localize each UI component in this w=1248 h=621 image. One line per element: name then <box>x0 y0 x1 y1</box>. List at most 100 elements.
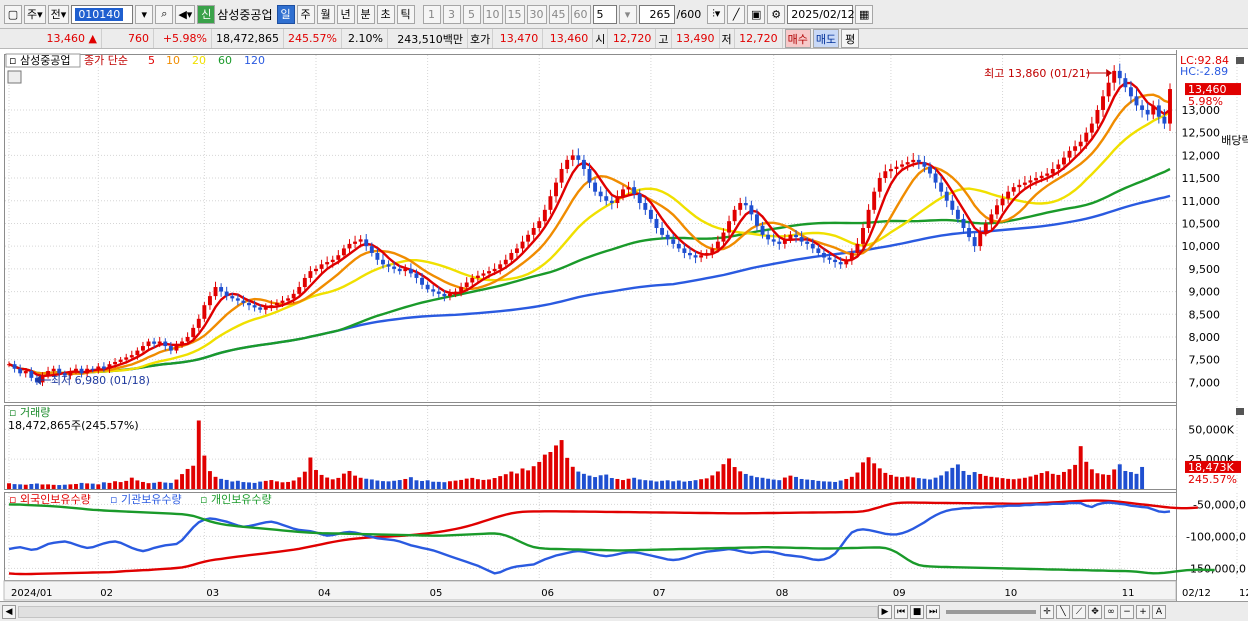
volume-bar-84 <box>475 479 480 489</box>
x-tick-label-8: 09 <box>893 588 906 599</box>
save-icon[interactable]: ▣ <box>747 4 766 24</box>
volume-bar-173 <box>972 472 977 489</box>
count-input[interactable]: 265 <box>638 4 675 24</box>
plus-icon[interactable]: + <box>1136 604 1150 619</box>
candle-body-140 <box>788 234 793 240</box>
candle-body-51 <box>291 293 296 299</box>
volume-bar-202 <box>1134 473 1139 489</box>
volume-bar-203 <box>1140 466 1145 489</box>
sound-icon[interactable]: ◀▾ <box>175 4 196 24</box>
step-button-30[interactable]: 30 <box>526 4 547 24</box>
high-price: 13,490 <box>672 29 720 48</box>
volume-bar-154 <box>866 457 871 489</box>
period-button-5[interactable]: 초 <box>376 4 395 24</box>
period-button-6[interactable]: 틱 <box>396 4 415 24</box>
step-button-5[interactable]: 5 <box>462 4 481 24</box>
layout-icon[interactable]: ▢ <box>4 4 22 24</box>
settings-icon[interactable]: ⚙ <box>767 4 786 24</box>
candle-type-icon[interactable]: ⫶▾ <box>707 4 726 24</box>
candle-body-113 <box>637 193 642 204</box>
step-button-60[interactable]: 60 <box>570 4 591 24</box>
date-input[interactable]: 2025/02/12 <box>787 4 855 24</box>
volume-bar-33 <box>191 465 196 489</box>
ma-legend-5: 5 <box>148 54 155 67</box>
price-y-tick-1: 7,500 <box>1189 354 1221 367</box>
search-icon[interactable]: ⌕ <box>155 4 174 24</box>
line-tool-icon[interactable]: ╲ <box>1056 604 1070 619</box>
first-icon[interactable]: ⏮ <box>894 604 908 619</box>
candle-body-150 <box>844 259 849 265</box>
period-button-4[interactable]: 분 <box>356 4 375 24</box>
scroll-right-icon[interactable]: ▶ <box>878 604 892 619</box>
volume-bar-107 <box>604 474 609 489</box>
volume-value: 18,472,865 <box>212 29 284 48</box>
volume-bar-94 <box>531 466 536 489</box>
candle-body-61 <box>347 243 352 249</box>
drag-icon[interactable]: ✥ <box>1088 604 1102 619</box>
code-input[interactable]: 010140 <box>71 4 134 24</box>
step-input[interactable]: 5 <box>592 4 617 24</box>
step-button-3[interactable]: 3 <box>442 4 461 24</box>
tool-icon[interactable]: ╱ <box>727 4 746 24</box>
candle-body-10 <box>62 373 67 376</box>
dash-icon[interactable]: − <box>1120 604 1134 619</box>
step-button-45[interactable]: 45 <box>548 4 569 24</box>
font-icon[interactable]: A <box>1152 604 1166 619</box>
candle-body-163 <box>916 159 921 163</box>
volume-bar-161 <box>905 476 910 489</box>
candle-body-69 <box>392 266 397 269</box>
period-button-3[interactable]: 년 <box>336 4 355 24</box>
ask-label: 호가 <box>468 29 494 48</box>
market-select[interactable]: 주 ▾ <box>24 4 46 24</box>
volume-bar-60 <box>341 473 346 489</box>
step-button-1[interactable]: 1 <box>422 4 441 24</box>
candle-body-9 <box>57 368 62 374</box>
volume-bar-28 <box>163 482 168 489</box>
low-annotation: 최저 6,980 (01/18) <box>51 374 150 387</box>
candle-body-172 <box>967 228 972 238</box>
candle-body-18 <box>107 364 112 369</box>
link-icon[interactable]: ∞ <box>1104 604 1118 619</box>
stop-icon[interactable]: ■ <box>910 604 924 619</box>
candle-body-64 <box>364 239 369 247</box>
sell-button[interactable]: 매도 <box>812 29 840 48</box>
period-button-1[interactable]: 주 <box>296 4 315 24</box>
last-icon[interactable]: ⏭ <box>926 604 940 619</box>
volume-bar-5 <box>34 483 39 489</box>
volume-bar-11 <box>68 484 73 489</box>
new-badge[interactable]: 신 <box>197 4 216 24</box>
step-button-15[interactable]: 15 <box>504 4 525 24</box>
volume-bar-6 <box>40 484 45 489</box>
last-volume-badge <box>1185 460 1241 473</box>
candle-body-129 <box>727 221 732 233</box>
crosshair-icon[interactable]: ✛ <box>1040 604 1054 619</box>
calendar-icon[interactable]: ▦ <box>855 4 874 24</box>
chart-background <box>0 50 1248 601</box>
candle-body-157 <box>883 171 888 179</box>
candle-body-154 <box>866 209 871 228</box>
scroll-track[interactable] <box>18 605 878 618</box>
candle-body-146 <box>821 252 826 258</box>
volume-bar-136 <box>766 478 771 489</box>
prev-select[interactable]: 전 ▾ <box>47 4 70 24</box>
step-button-10[interactable]: 10 <box>482 4 503 24</box>
volume-bar-77 <box>436 481 441 489</box>
x-tick-label-1: 02 <box>100 588 113 599</box>
period-button-0[interactable]: 일 <box>276 4 295 24</box>
candle-body-182 <box>1022 182 1027 185</box>
zoom-slider[interactable] <box>946 609 1036 614</box>
code-dropdown-icon[interactable]: ▾ <box>135 4 154 24</box>
volume-bar-132 <box>743 473 748 489</box>
trend-tool-icon[interactable]: ⟋ <box>1072 604 1086 619</box>
avg-button[interactable]: 평 <box>841 29 860 48</box>
volume-bar-152 <box>855 472 860 489</box>
volume-bar-89 <box>503 474 508 489</box>
period-button-2[interactable]: 월 <box>316 4 335 24</box>
candle-body-68 <box>386 264 391 267</box>
buy-button[interactable]: 매수 <box>784 29 811 48</box>
chart-area[interactable]: 2024/0102030405060708091011122025/010202… <box>0 50 1248 601</box>
candle-body-145 <box>816 248 821 253</box>
step-dropdown-icon[interactable]: ▾ <box>618 4 637 24</box>
volume-bar-147 <box>827 481 832 489</box>
scroll-left-icon[interactable]: ◀ <box>2 604 16 619</box>
